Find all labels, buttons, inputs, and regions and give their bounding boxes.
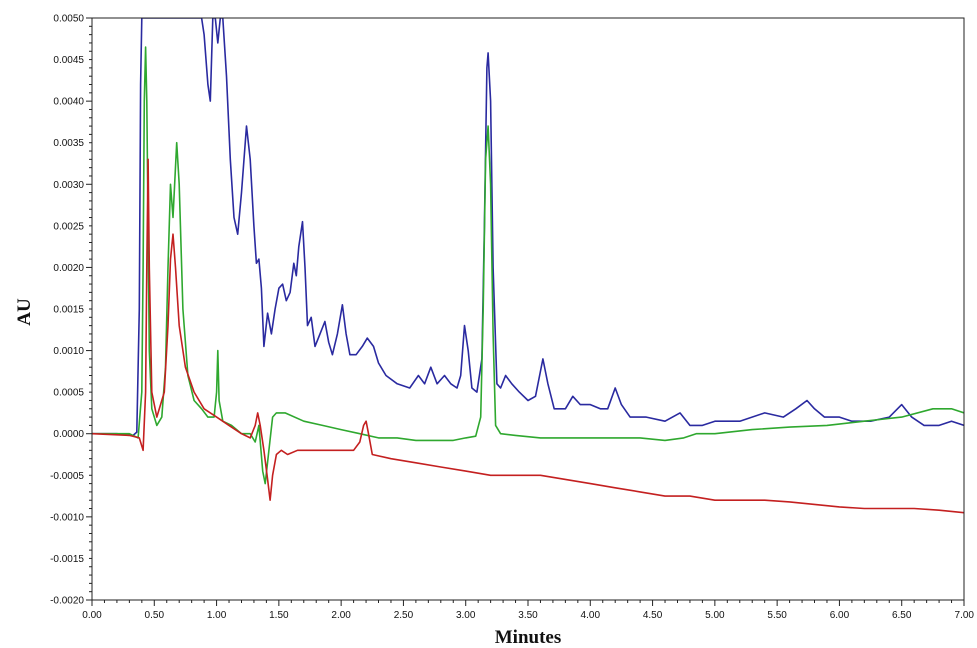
x-tick-label: 0.50 (145, 610, 165, 621)
x-tick-label: 4.00 (581, 610, 601, 621)
x-tick-label: 2.00 (331, 610, 351, 621)
y-tick-label: 0.0050 (53, 14, 84, 25)
x-tick-label: 5.00 (705, 610, 725, 621)
axes-layer: 0.0050 0.0045 0.0040 0.0035 0.0030 0.0025 0.00… (50, 14, 974, 622)
x-tick-label: 6.50 (892, 610, 912, 621)
x-tick-label: 1.50 (269, 610, 289, 621)
series-line-3 (92, 158, 964, 514)
series-line-2 (92, 46, 964, 485)
x-tick-label: 2.50 (394, 610, 414, 621)
x-tick-label: 5.50 (767, 610, 787, 621)
y-tick-label: -0.0020 (50, 596, 84, 607)
x-tick-label: 0.00 (82, 610, 102, 621)
y-tick-label: 0.0030 (53, 180, 84, 191)
y-tick-label: -0.0005 (50, 471, 84, 482)
plot-area: 0.0050 0.0045 0.0040 0.0035 0.0030 0.0025 0.00… (50, 14, 974, 622)
y-tick-label: 0.0000 (53, 429, 84, 440)
y-tick-label: -0.0010 (50, 512, 84, 523)
x-tick-label: 6.00 (830, 610, 850, 621)
y-axis-title: AU (14, 298, 35, 326)
x-tick-label: 7.00 (955, 610, 975, 621)
x-tick-label: 3.50 (518, 610, 538, 621)
y-tick-label: 0.0020 (53, 263, 84, 274)
y-tick-label: 0.0035 (53, 138, 84, 149)
y-tick-label: 0.0005 (53, 388, 84, 399)
x-axis-title: Minutes (495, 627, 562, 648)
x-tick-label: 1.00 (207, 610, 227, 621)
y-tick-label: 0.0025 (53, 221, 84, 232)
y-tick-label: 0.0015 (53, 305, 84, 316)
y-tick-label: -0.0015 (50, 554, 84, 565)
y-tick-label: 0.0010 (53, 346, 84, 357)
y-tick-label: 0.0040 (53, 97, 84, 108)
series-layer (92, 18, 964, 514)
series-line-1 (92, 18, 964, 437)
x-tick-label: 3.00 (456, 610, 476, 621)
y-tick-label: 0.0045 (53, 55, 84, 66)
x-tick-label: 4.50 (643, 610, 663, 621)
